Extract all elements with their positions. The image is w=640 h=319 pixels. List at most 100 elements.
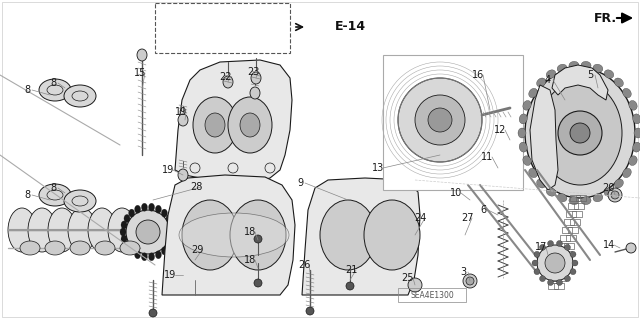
Ellipse shape xyxy=(593,194,603,202)
Ellipse shape xyxy=(120,241,140,255)
Ellipse shape xyxy=(523,100,531,110)
Ellipse shape xyxy=(156,251,161,259)
Ellipse shape xyxy=(346,282,354,290)
Ellipse shape xyxy=(108,208,136,252)
Text: 25: 25 xyxy=(402,273,414,283)
Text: 17: 17 xyxy=(535,242,547,252)
Bar xyxy=(566,211,576,217)
Ellipse shape xyxy=(525,68,635,198)
Ellipse shape xyxy=(534,251,540,257)
Text: 26: 26 xyxy=(298,260,310,270)
Ellipse shape xyxy=(148,203,154,211)
Ellipse shape xyxy=(121,221,127,229)
Bar xyxy=(564,243,574,249)
Ellipse shape xyxy=(537,245,573,281)
Ellipse shape xyxy=(148,253,154,261)
Ellipse shape xyxy=(623,168,631,178)
Ellipse shape xyxy=(137,49,147,61)
Ellipse shape xyxy=(182,200,238,270)
Bar xyxy=(556,251,566,257)
Ellipse shape xyxy=(124,241,130,249)
Ellipse shape xyxy=(536,78,546,87)
Ellipse shape xyxy=(572,260,578,266)
Bar xyxy=(562,251,572,257)
Ellipse shape xyxy=(529,168,538,178)
Ellipse shape xyxy=(141,203,147,211)
Ellipse shape xyxy=(250,87,260,99)
Ellipse shape xyxy=(558,111,602,155)
Ellipse shape xyxy=(569,61,579,70)
Bar xyxy=(548,283,558,289)
Ellipse shape xyxy=(623,88,631,98)
Text: 21: 21 xyxy=(345,265,357,275)
Text: 12: 12 xyxy=(494,125,506,135)
Bar xyxy=(558,243,568,249)
Polygon shape xyxy=(530,85,558,190)
Ellipse shape xyxy=(545,253,565,273)
Ellipse shape xyxy=(169,235,175,243)
Ellipse shape xyxy=(557,194,567,202)
Ellipse shape xyxy=(570,269,576,275)
Ellipse shape xyxy=(593,64,603,72)
Ellipse shape xyxy=(538,81,622,185)
Ellipse shape xyxy=(529,88,538,98)
Ellipse shape xyxy=(254,235,262,243)
Ellipse shape xyxy=(20,241,40,255)
Ellipse shape xyxy=(570,123,590,143)
Ellipse shape xyxy=(556,279,563,286)
Text: 6: 6 xyxy=(480,205,486,215)
Ellipse shape xyxy=(124,214,130,222)
Ellipse shape xyxy=(633,114,640,124)
Ellipse shape xyxy=(193,97,237,153)
Ellipse shape xyxy=(557,64,567,72)
Bar xyxy=(383,55,523,190)
Ellipse shape xyxy=(166,241,172,249)
Ellipse shape xyxy=(161,247,168,255)
Text: 9: 9 xyxy=(297,178,303,188)
Text: 18: 18 xyxy=(244,255,256,265)
Bar xyxy=(558,267,568,273)
Polygon shape xyxy=(302,178,420,295)
Ellipse shape xyxy=(254,279,262,287)
Ellipse shape xyxy=(64,85,96,107)
Text: 29: 29 xyxy=(191,245,203,255)
Bar xyxy=(560,235,570,241)
Ellipse shape xyxy=(518,128,526,138)
Ellipse shape xyxy=(581,61,591,70)
Ellipse shape xyxy=(463,274,477,288)
Polygon shape xyxy=(175,60,292,182)
Bar xyxy=(554,259,564,265)
Bar xyxy=(155,3,290,53)
Bar xyxy=(554,283,564,289)
Ellipse shape xyxy=(398,78,482,162)
Ellipse shape xyxy=(629,100,637,110)
Text: 3: 3 xyxy=(460,267,466,277)
Ellipse shape xyxy=(614,179,623,188)
Ellipse shape xyxy=(141,253,147,261)
Ellipse shape xyxy=(633,142,640,152)
Ellipse shape xyxy=(178,114,188,126)
Ellipse shape xyxy=(466,277,474,285)
Text: 8: 8 xyxy=(24,85,30,95)
Ellipse shape xyxy=(129,247,134,255)
Ellipse shape xyxy=(570,251,576,257)
Ellipse shape xyxy=(230,200,286,270)
Text: 19: 19 xyxy=(162,165,174,175)
Ellipse shape xyxy=(519,114,527,124)
Text: 10: 10 xyxy=(450,188,462,198)
Ellipse shape xyxy=(166,214,172,222)
Text: 27: 27 xyxy=(461,213,473,223)
Bar xyxy=(576,195,586,201)
Ellipse shape xyxy=(179,213,289,257)
Ellipse shape xyxy=(251,72,261,84)
Text: E-14: E-14 xyxy=(335,20,366,33)
Text: 4: 4 xyxy=(545,75,551,85)
Text: 15: 15 xyxy=(134,68,146,78)
Ellipse shape xyxy=(564,276,570,282)
Ellipse shape xyxy=(548,241,554,247)
Ellipse shape xyxy=(178,169,188,181)
Ellipse shape xyxy=(604,188,614,196)
Ellipse shape xyxy=(604,70,614,78)
Ellipse shape xyxy=(134,205,141,213)
Text: 23: 23 xyxy=(247,67,259,77)
